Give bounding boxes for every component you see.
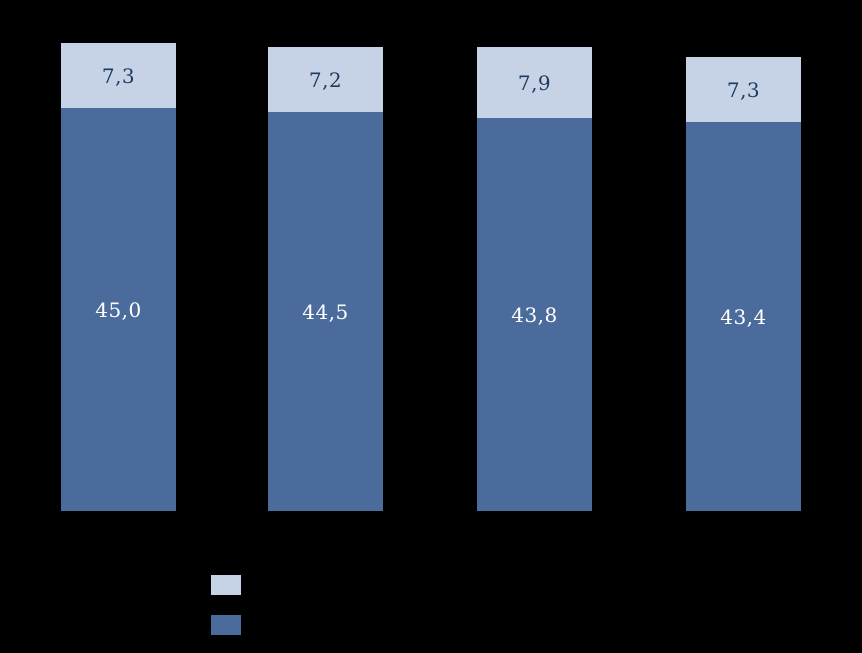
bar-group-2: 7,2 44,5	[268, 47, 383, 511]
bar-2-bottom-value-label: 44,5	[302, 299, 349, 324]
bar-1-bottom-segment: 45,0	[61, 108, 176, 511]
bar-group-3: 7,9 43,8	[477, 47, 592, 511]
legend	[211, 575, 241, 653]
bar-4-bottom-segment: 43,4	[686, 122, 801, 511]
bar-1-top-segment: 7,3	[61, 43, 176, 108]
bar-1-top-value-label: 7,3	[101, 63, 136, 88]
bar-group-4: 7,3 43,4	[686, 57, 801, 511]
bar-2-bottom-segment: 44,5	[268, 112, 383, 511]
bar-2-top-segment: 7,2	[268, 47, 383, 112]
legend-swatch-top-series	[211, 575, 241, 595]
bar-1-bottom-value-label: 45,0	[95, 297, 142, 322]
bar-3-top-segment: 7,9	[477, 47, 592, 118]
bar-2-top-value-label: 7,2	[308, 67, 343, 92]
bar-4-bottom-value-label: 43,4	[720, 304, 767, 329]
bar-3-top-value-label: 7,9	[517, 70, 552, 95]
bar-4-top-value-label: 7,3	[726, 77, 761, 102]
bar-4-top-segment: 7,3	[686, 57, 801, 122]
bar-3-bottom-segment: 43,8	[477, 118, 592, 511]
plot-area: 7,3 45,0 7,2 44,5 7,9 43,8 7,3	[61, 43, 801, 511]
bar-group-1: 7,3 45,0	[61, 43, 176, 511]
bar-3-bottom-value-label: 43,8	[511, 302, 558, 327]
legend-swatch-bottom-series	[211, 615, 241, 635]
